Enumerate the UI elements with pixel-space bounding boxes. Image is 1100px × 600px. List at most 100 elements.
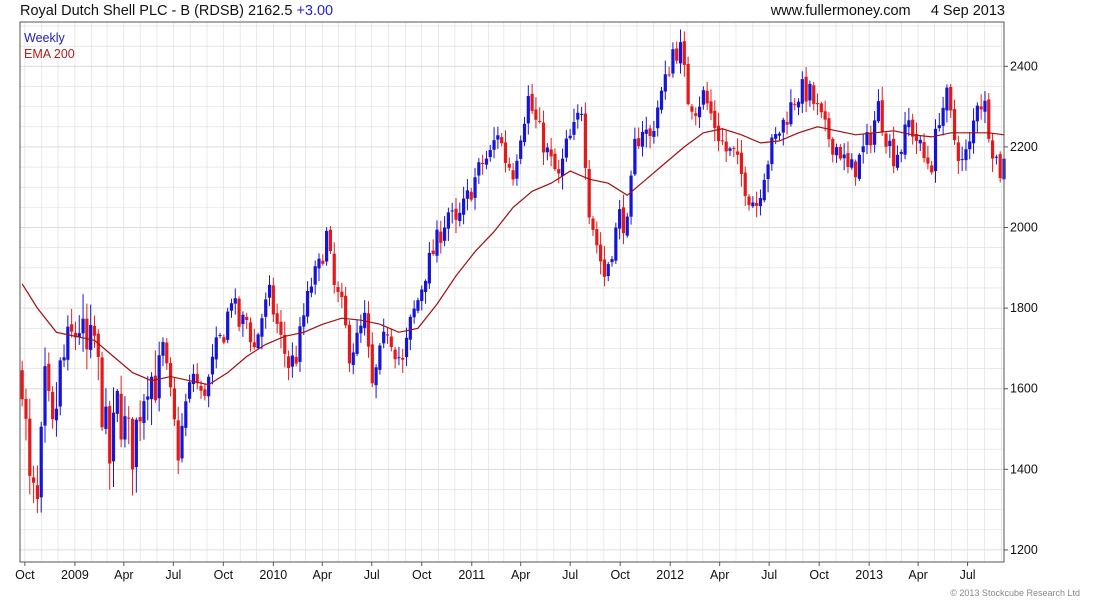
candle bbox=[652, 120, 656, 144]
candle bbox=[880, 86, 884, 136]
candle-body bbox=[549, 149, 553, 157]
candle-body bbox=[165, 342, 169, 364]
candle bbox=[530, 84, 534, 114]
candle bbox=[614, 222, 618, 264]
candle-body bbox=[294, 356, 298, 364]
candle-body bbox=[846, 153, 850, 168]
candle-body bbox=[47, 363, 51, 391]
candle bbox=[914, 122, 919, 155]
candle bbox=[568, 128, 572, 141]
y-tick-label: 2400 bbox=[1010, 59, 1038, 73]
x-tick-label: Apr bbox=[710, 568, 729, 582]
candle bbox=[964, 139, 968, 171]
candle bbox=[640, 120, 645, 157]
x-tick-label: Apr bbox=[114, 568, 133, 582]
candle bbox=[229, 298, 234, 318]
candle bbox=[450, 202, 454, 224]
candle bbox=[515, 154, 519, 186]
candle-body bbox=[606, 264, 610, 277]
candle bbox=[949, 83, 953, 119]
candle bbox=[321, 254, 325, 266]
candle bbox=[998, 151, 1002, 183]
candle bbox=[873, 111, 877, 153]
candle bbox=[560, 148, 565, 190]
candle bbox=[207, 374, 211, 408]
candle-body bbox=[370, 344, 374, 384]
candle bbox=[435, 220, 439, 263]
candle bbox=[237, 296, 241, 332]
candle-body bbox=[226, 311, 230, 340]
candle-body bbox=[713, 110, 717, 129]
candle bbox=[138, 400, 142, 442]
candle bbox=[511, 162, 515, 186]
candle bbox=[271, 277, 275, 323]
candle bbox=[233, 288, 237, 315]
candle bbox=[172, 377, 176, 427]
candle-body bbox=[260, 318, 264, 337]
candle-body bbox=[595, 229, 599, 246]
candle-body bbox=[54, 408, 59, 421]
candle-body bbox=[914, 134, 919, 141]
candle bbox=[503, 130, 508, 173]
candle-body bbox=[507, 163, 511, 168]
candle-body bbox=[564, 138, 568, 158]
candle-body bbox=[519, 140, 523, 159]
candle-body bbox=[325, 230, 329, 262]
candle-body bbox=[477, 162, 481, 176]
candle bbox=[755, 191, 759, 218]
candle-body bbox=[694, 113, 698, 116]
candle bbox=[245, 312, 249, 329]
candle-body bbox=[66, 326, 70, 360]
candle bbox=[705, 81, 709, 111]
candle bbox=[248, 317, 253, 352]
candle bbox=[675, 41, 679, 64]
candle bbox=[526, 85, 530, 135]
candle-body bbox=[545, 147, 549, 153]
candle bbox=[363, 300, 367, 336]
candle-body bbox=[462, 198, 466, 215]
candle bbox=[317, 253, 321, 282]
candle bbox=[682, 31, 686, 77]
candle-body bbox=[758, 198, 763, 207]
candle-body bbox=[469, 191, 473, 200]
candle-body bbox=[24, 399, 28, 419]
candle-body bbox=[652, 130, 656, 137]
candle bbox=[576, 104, 580, 129]
candle-body bbox=[442, 227, 447, 241]
candle-body bbox=[309, 286, 313, 293]
x-tick-label: Apr bbox=[313, 568, 332, 582]
candle bbox=[241, 311, 245, 337]
candle-body bbox=[678, 42, 683, 64]
candle bbox=[739, 140, 744, 187]
candle bbox=[747, 193, 751, 211]
candle bbox=[340, 282, 344, 309]
candle bbox=[226, 307, 230, 344]
candle bbox=[279, 309, 283, 349]
candle bbox=[492, 127, 496, 159]
candle bbox=[28, 398, 32, 495]
candle-body bbox=[850, 159, 854, 168]
candle-body bbox=[81, 318, 85, 334]
candle-body bbox=[857, 154, 861, 179]
candle-body bbox=[336, 287, 340, 292]
candle bbox=[667, 66, 671, 78]
candle bbox=[89, 304, 93, 359]
candle bbox=[203, 384, 207, 401]
candle bbox=[960, 146, 964, 172]
candle-body bbox=[500, 137, 504, 144]
candle bbox=[488, 144, 492, 162]
candle-body bbox=[271, 285, 275, 315]
candle-body bbox=[172, 388, 176, 420]
candle-body bbox=[812, 85, 816, 104]
candle bbox=[111, 387, 116, 488]
candle-body bbox=[933, 128, 938, 172]
y-tick-label: 2000 bbox=[1010, 221, 1038, 235]
candle-body bbox=[290, 355, 294, 367]
candle bbox=[766, 160, 770, 193]
candle bbox=[895, 145, 900, 171]
candle bbox=[283, 321, 287, 368]
candle-body bbox=[298, 326, 302, 362]
candle-body bbox=[808, 83, 812, 101]
candle-body bbox=[229, 303, 234, 311]
